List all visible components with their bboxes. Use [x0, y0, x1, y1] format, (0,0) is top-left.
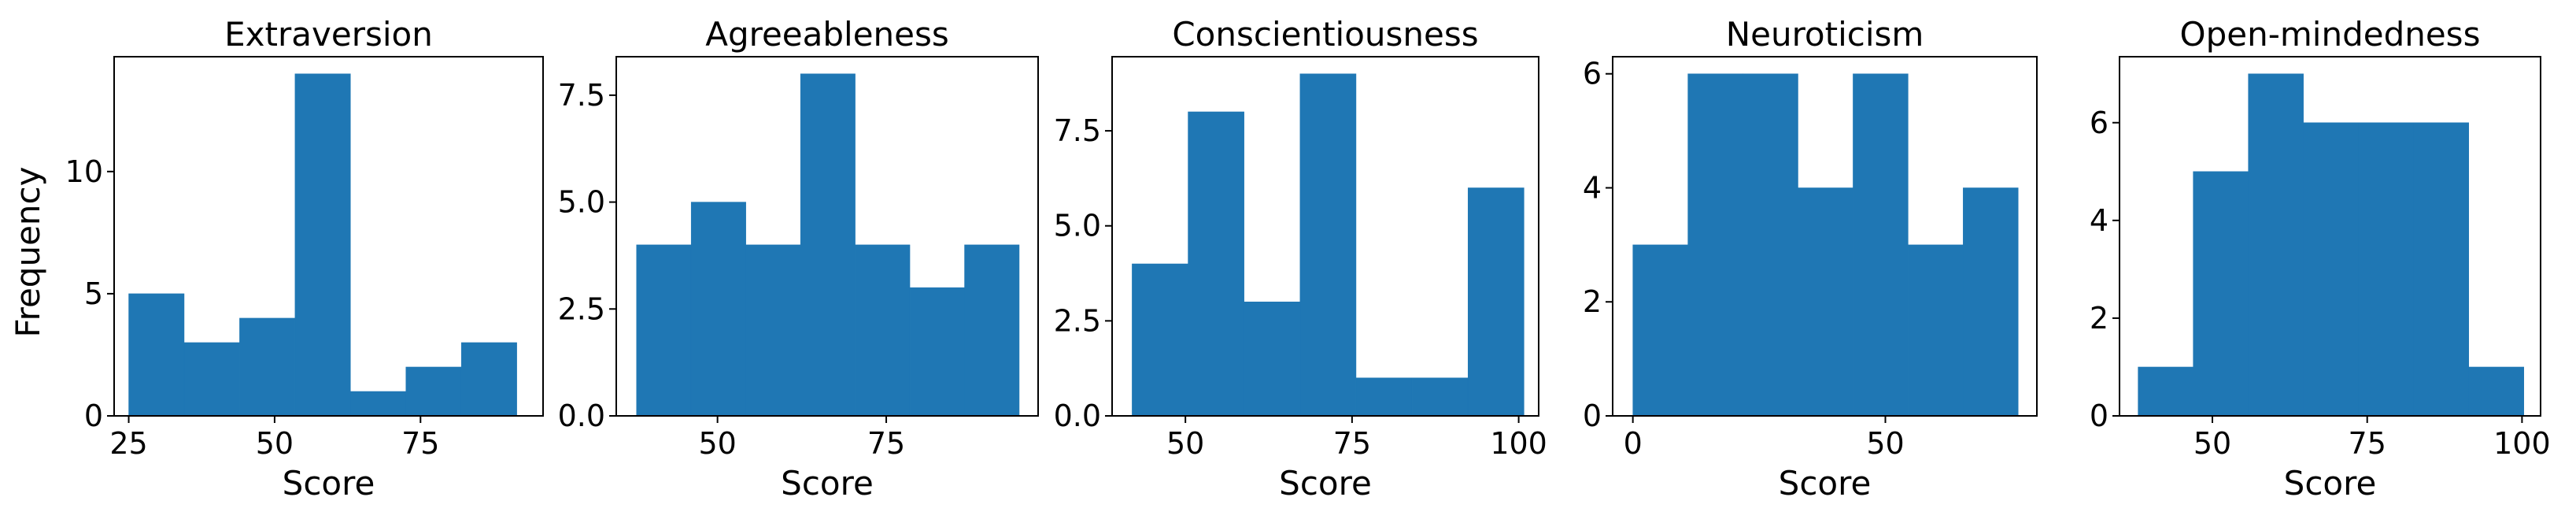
histogram-bar [128, 293, 185, 417]
y-tick-label: 6 [2090, 106, 2108, 140]
chart-title: Agreeableness [705, 15, 949, 54]
chart-open-mindedness: 50 75 100 0 2 4 6 Open-mindedness Score [2090, 15, 2551, 503]
x-tick-label: 50 [698, 426, 736, 461]
frequency-axis-label: Frequency [9, 167, 47, 338]
chart-title: Neuroticism [1726, 15, 1924, 54]
histogram-bar [1188, 111, 1244, 417]
y-tick-label: 7.5 [558, 78, 605, 113]
histogram-bar [1743, 73, 1798, 417]
x-tick-label: 100 [1490, 426, 1547, 461]
histogram-bar [800, 73, 856, 417]
x-tick-label: 75 [1333, 426, 1371, 461]
histogram-bar [2468, 366, 2525, 417]
axes-frame [1111, 56, 1539, 417]
histogram-bar [1411, 377, 1469, 417]
x-tick-label: 50 [1866, 426, 1904, 461]
chart-title: Extraversion [224, 15, 433, 54]
histogram-bar [745, 244, 801, 417]
y-tick-label: 5.0 [558, 185, 605, 220]
x-tick-label: 75 [401, 426, 439, 461]
y-tick-label: 0 [84, 399, 103, 433]
x-axis-label: Score [1279, 464, 1372, 503]
histogram-bar [1908, 244, 1964, 417]
x-tick-label: 50 [256, 426, 294, 461]
x-tick-label: 75 [867, 426, 905, 461]
y-tick-label: 0 [2090, 399, 2108, 433]
chart-title: Open-mindedness [2180, 15, 2481, 54]
y-tick-label: 2 [2090, 301, 2108, 336]
histogram-bar [460, 342, 517, 417]
y-tick-label: 4 [1583, 170, 1602, 205]
x-tick-label: 50 [1166, 426, 1204, 461]
y-tick-label: 0 [1583, 399, 1602, 433]
histogram-bar [2358, 122, 2414, 417]
y-tick-label: 0.0 [1054, 399, 1101, 433]
histogram-bar [2248, 73, 2304, 417]
histogram-bar [964, 244, 1020, 417]
y-tick-label: 2.5 [558, 291, 605, 326]
y-tick-label: 5 [84, 276, 103, 311]
histogram-bar [1355, 377, 1413, 417]
histogram-bar [636, 244, 692, 417]
histogram-bar [1132, 263, 1188, 417]
histogram-bar [239, 317, 296, 417]
x-axis-label: Score [781, 464, 874, 503]
x-axis-label: Score [2284, 464, 2377, 503]
histogram-bar [2138, 366, 2193, 417]
y-tick-label: 2 [1583, 284, 1602, 319]
histogram-bar [1853, 73, 1909, 417]
x-axis-label: Score [283, 464, 375, 503]
axes-frame [615, 56, 1039, 417]
histogram-bar [1632, 244, 1688, 417]
y-tick-label: 6 [1583, 57, 1602, 91]
y-tick-label: 10 [65, 154, 103, 189]
y-tick-label: 2.5 [1054, 303, 1101, 338]
y-tick-label: 7.5 [1054, 113, 1101, 148]
y-tick-label: 4 [2090, 203, 2108, 238]
x-tick-label: 25 [109, 426, 147, 461]
histogram-bar [2303, 122, 2359, 417]
chart-neuroticism: 0 50 0 2 4 6 Neuroticism Score [1583, 15, 2038, 503]
chart-conscientiousness: 50 75 100 0.0 2.5 5.0 7.5 Conscientiousness Scor… [1054, 15, 1547, 503]
histogram-bar [2193, 171, 2249, 417]
x-axis-label: Score [1779, 464, 1872, 503]
histogram-bar [1244, 301, 1301, 417]
histogram-bar [2413, 122, 2469, 417]
chart-extraversion: 25 50 75 0 5 10 Extraversion Score [65, 15, 544, 503]
histogram-bar [350, 391, 406, 417]
histogram-bar [1687, 73, 1743, 417]
x-tick-label: 50 [2193, 426, 2231, 461]
histogram-bar [909, 287, 965, 417]
x-tick-label: 100 [2493, 426, 2551, 461]
y-tick-label: 5.0 [1054, 209, 1101, 243]
y-tick-label: 0.0 [558, 399, 605, 433]
histogram-bar [690, 202, 746, 417]
histogram-bar [183, 342, 240, 417]
histogram-bar [1963, 187, 2019, 417]
histogram-bar [1798, 187, 1853, 417]
histogram-bar [405, 366, 462, 417]
histogram-bar [1299, 73, 1357, 417]
chart-title: Conscientiousness [1172, 15, 1478, 54]
histogram-bar [1467, 187, 1525, 417]
x-tick-label: 75 [2349, 426, 2386, 461]
histogram-bar [294, 73, 351, 417]
axes-frame [2119, 56, 2541, 417]
x-tick-label: 0 [1624, 426, 1643, 461]
axes-frame [113, 56, 544, 417]
chart-agreeableness: 50 75 0.0 2.5 5.0 7.5 Agreeableness Score [558, 15, 1039, 503]
histogram-bar [855, 244, 911, 417]
axes-frame [1612, 56, 2038, 417]
